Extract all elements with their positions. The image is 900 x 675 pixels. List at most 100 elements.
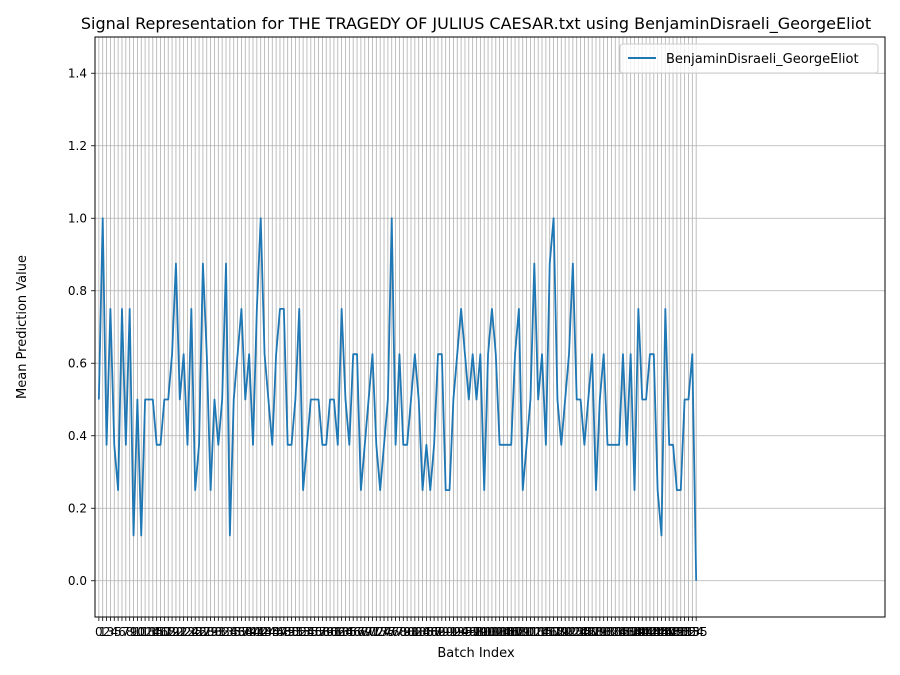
x-tick-label: 59 — [319, 625, 334, 639]
x-tick-label: 7 — [122, 625, 130, 639]
x-tick-label: 19 — [164, 625, 179, 639]
y-axis-ticks: 0.0 0.2 0.4 0.6 0.8 1.0 1.2 1.4 — [68, 66, 95, 588]
x-tick-label: 116 — [534, 625, 557, 639]
x-tick-label: 84 — [415, 625, 430, 639]
x-tick-label: 83 — [411, 625, 426, 639]
x-tick-label: 127 — [577, 625, 600, 639]
x-tick-label: 121 — [554, 625, 577, 639]
x-tick-label: 47 — [272, 625, 287, 639]
x-tick-label: 118 — [542, 625, 565, 639]
x-tick-label: 130 — [588, 625, 611, 639]
x-tick-label: 65 — [342, 625, 357, 639]
x-tick-label: 136 — [611, 625, 634, 639]
x-axis-ticks: 0123456789101112131415161718192021222324… — [95, 617, 708, 639]
x-tick-label: 85 — [419, 625, 434, 639]
x-tick-label: 149 — [662, 625, 685, 639]
y-tick-label: 1.2 — [68, 139, 87, 153]
x-tick-label: 114 — [527, 625, 550, 639]
x-tick-label: 43 — [257, 625, 272, 639]
x-tick-label: 50 — [284, 625, 299, 639]
x-tick-label: 96 — [461, 625, 476, 639]
chart-title: Signal Representation for THE TRAGEDY OF… — [81, 14, 871, 34]
x-tick-label: 102 — [480, 625, 503, 639]
x-tick-label: 147 — [654, 625, 677, 639]
x-tick-label: 119 — [546, 625, 569, 639]
x-tick-label: 53 — [295, 625, 310, 639]
x-tick-label: 60 — [322, 625, 337, 639]
x-tick-label: 90 — [438, 625, 453, 639]
x-tick-label: 150 — [665, 625, 688, 639]
x-tick-label: 87 — [426, 625, 441, 639]
x-tick-label: 123 — [561, 625, 584, 639]
x-tick-label: 137 — [615, 625, 638, 639]
x-tick-label: 61 — [326, 625, 341, 639]
x-tick-label: 117 — [538, 625, 561, 639]
x-tick-label: 154 — [681, 625, 704, 639]
x-tick-label: 106 — [496, 625, 519, 639]
x-tick-label: 152 — [673, 625, 696, 639]
x-tick-label: 35 — [226, 625, 241, 639]
x-tick-label: 98 — [469, 625, 484, 639]
legend: BenjaminDisraeli_GeorgeEliot — [619, 43, 879, 74]
x-tick-label: 29 — [203, 625, 218, 639]
x-tick-label: 148 — [658, 625, 681, 639]
x-tick-label: 20 — [168, 625, 183, 639]
x-tick-label: 13 — [141, 625, 156, 639]
x-tick-label: 103 — [484, 625, 507, 639]
x-tick-label: 79 — [396, 625, 411, 639]
x-tick-label: 14 — [145, 625, 160, 639]
x-tick-label: 24 — [184, 625, 199, 639]
x-tick-label: 68 — [353, 625, 368, 639]
y-tick-label: 0.4 — [68, 429, 87, 443]
x-tick-label: 95 — [457, 625, 472, 639]
x-tick-label: 91 — [442, 625, 457, 639]
x-tick-label: 113 — [523, 625, 546, 639]
x-tick-label: 82 — [407, 625, 422, 639]
x-tick-label: 64 — [338, 625, 353, 639]
x-tick-label: 48 — [276, 625, 291, 639]
x-tick-label: 51 — [288, 625, 303, 639]
y-tick-label: 0.8 — [68, 284, 87, 298]
x-tick-label: 28 — [199, 625, 214, 639]
x-tick-label: 138 — [619, 625, 642, 639]
x-tick-label: 67 — [349, 625, 364, 639]
y-tick-label: 0.6 — [68, 356, 87, 370]
x-tick-label: 104 — [488, 625, 511, 639]
x-tick-label: 44 — [261, 625, 276, 639]
x-tick-label: 110 — [511, 625, 534, 639]
x-tick-label: 140 — [627, 625, 650, 639]
x-tick-label: 21 — [172, 625, 187, 639]
x-tick-label: 112 — [519, 625, 542, 639]
x-tick-label: 76 — [384, 625, 399, 639]
x-tick-label: 134 — [604, 625, 627, 639]
x-tick-label: 128 — [581, 625, 604, 639]
x-tick-label: 1 — [99, 625, 107, 639]
x-tick-label: 115 — [531, 625, 554, 639]
x-tick-label: 10 — [130, 625, 145, 639]
x-tick-label: 81 — [403, 625, 418, 639]
x-tick-label: 99 — [473, 625, 488, 639]
x-tick-label: 146 — [650, 625, 673, 639]
y-tick-label: 0.2 — [68, 501, 87, 515]
x-tick-label: 66 — [346, 625, 361, 639]
x-tick-label: 101 — [477, 625, 500, 639]
x-tick-label: 126 — [573, 625, 596, 639]
x-tick-label: 132 — [596, 625, 619, 639]
x-tick-label: 31 — [211, 625, 226, 639]
x-tick-label: 100 — [473, 625, 496, 639]
x-tick-label: 129 — [585, 625, 608, 639]
x-tick-label: 37 — [234, 625, 249, 639]
x-tick-label: 22 — [176, 625, 191, 639]
x-tick-label: 89 — [434, 625, 449, 639]
x-tick-label: 120 — [550, 625, 573, 639]
x-tick-label: 30 — [207, 625, 222, 639]
x-tick-label: 109 — [507, 625, 530, 639]
x-tick-label: 11 — [134, 625, 149, 639]
x-tick-label: 78 — [392, 625, 407, 639]
x-tick-label: 108 — [504, 625, 527, 639]
y-tick-label: 0.0 — [68, 574, 87, 588]
x-tick-label: 86 — [423, 625, 438, 639]
x-tick-label: 77 — [388, 625, 403, 639]
x-tick-label: 25 — [188, 625, 203, 639]
